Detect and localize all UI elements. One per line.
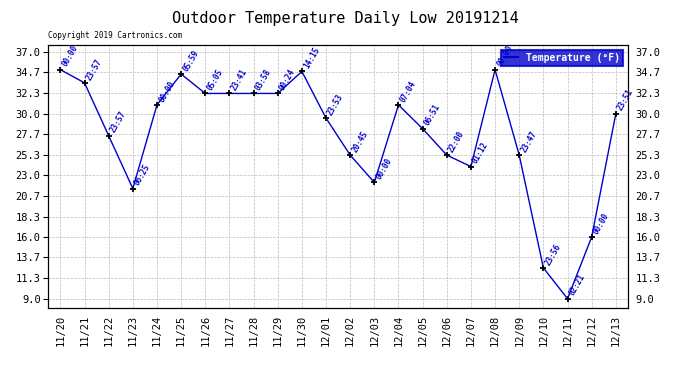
Text: 23:47: 23:47: [520, 129, 539, 154]
Text: 20:45: 20:45: [351, 129, 370, 154]
Text: 00:24: 00:24: [278, 68, 297, 92]
Text: 03:58: 03:58: [254, 68, 273, 92]
Text: 14:15: 14:15: [302, 46, 322, 70]
Text: 23:53: 23:53: [326, 92, 346, 117]
Text: 00:00: 00:00: [157, 79, 177, 104]
Text: 00:00: 00:00: [592, 211, 611, 236]
Text: 01:12: 01:12: [471, 141, 491, 165]
Text: 23:41: 23:41: [230, 68, 249, 92]
Text: 23:57: 23:57: [85, 57, 104, 81]
Text: 02:21: 02:21: [568, 273, 587, 297]
Text: Outdoor Temperature Daily Low 20191214: Outdoor Temperature Daily Low 20191214: [172, 11, 518, 26]
Text: 23:57: 23:57: [109, 110, 128, 134]
Text: 05:59: 05:59: [181, 48, 201, 73]
Text: 06:51: 06:51: [423, 103, 442, 128]
Legend: Temperature (°F): Temperature (°F): [501, 50, 623, 66]
Text: 07:04: 07:04: [399, 79, 418, 104]
Text: 06:25: 06:25: [133, 163, 152, 187]
Text: 00:00: 00:00: [61, 44, 80, 68]
Text: Copyright 2019 Cartronics.com: Copyright 2019 Cartronics.com: [48, 31, 182, 40]
Text: 00:00: 00:00: [495, 44, 515, 68]
Text: 23:56: 23:56: [544, 242, 563, 267]
Text: 23:51: 23:51: [616, 88, 635, 112]
Text: 22:00: 22:00: [447, 129, 466, 154]
Text: 05:05: 05:05: [206, 68, 225, 92]
Text: 00:00: 00:00: [375, 157, 394, 181]
